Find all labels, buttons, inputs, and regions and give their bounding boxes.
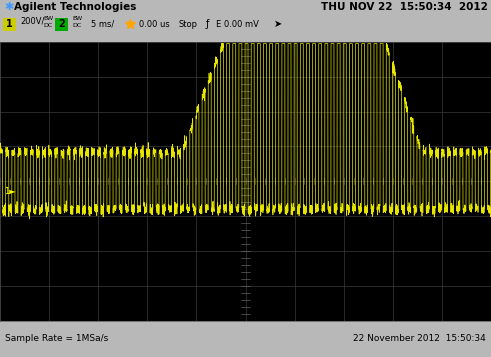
Text: Agilent Technologies: Agilent Technologies (14, 2, 136, 12)
Text: DC: DC (43, 22, 52, 27)
Bar (55, 18, 68, 31)
Text: DC: DC (72, 22, 81, 27)
Text: Stop: Stop (179, 20, 198, 29)
Text: 22 November 2012  15:50:34: 22 November 2012 15:50:34 (354, 334, 486, 343)
Text: 0.00 us: 0.00 us (139, 20, 170, 29)
Text: THU NOV 22  15:50:34  2012: THU NOV 22 15:50:34 2012 (321, 2, 488, 12)
Text: BW: BW (43, 16, 53, 21)
Text: 1: 1 (6, 19, 13, 29)
Text: 1►: 1► (4, 187, 16, 196)
Bar (3, 18, 16, 31)
Text: 200V/: 200V/ (20, 16, 44, 25)
Text: BW: BW (72, 16, 82, 21)
Text: 2: 2 (58, 19, 65, 29)
Text: 5 ms/: 5 ms/ (91, 20, 114, 29)
Text: Sample Rate = 1MSa/s: Sample Rate = 1MSa/s (5, 334, 108, 343)
Text: ✱: ✱ (4, 2, 13, 12)
Text: ƒ: ƒ (206, 19, 209, 29)
Text: 0.00 mV: 0.00 mV (224, 20, 259, 29)
Text: E: E (215, 20, 220, 29)
Text: ➤: ➤ (274, 19, 282, 29)
